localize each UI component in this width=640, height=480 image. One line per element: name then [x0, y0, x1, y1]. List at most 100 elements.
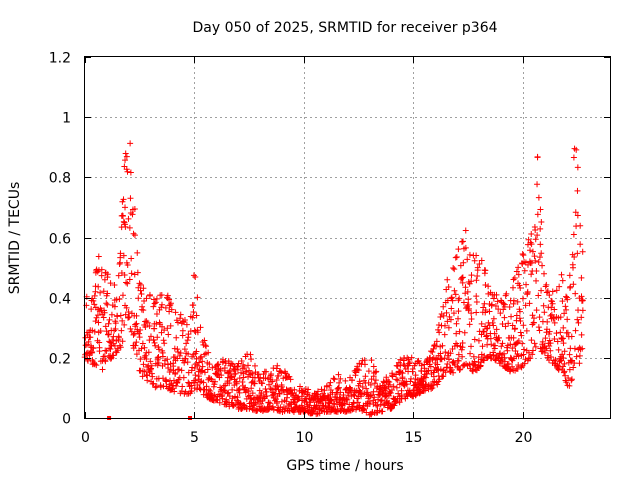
data-point: [561, 368, 568, 375]
data-point: [365, 368, 372, 375]
data-point: [119, 317, 126, 324]
data-point: [454, 342, 461, 349]
data-point: [540, 302, 547, 309]
data-point: [221, 387, 228, 394]
data-point: [124, 168, 131, 175]
data-point: [562, 303, 569, 310]
data-point: [104, 271, 111, 278]
data-point: [517, 317, 524, 324]
data-point: [132, 323, 139, 330]
data-point: [441, 355, 448, 362]
data-point: [126, 224, 133, 231]
data-point: [557, 314, 564, 321]
data-point: [455, 308, 462, 315]
data-point: [119, 212, 126, 219]
data-point: [120, 252, 127, 259]
data-point: [573, 353, 580, 360]
data-point: [154, 334, 161, 341]
data-point: [537, 241, 544, 248]
data-point: [572, 327, 579, 334]
data-point: [174, 355, 181, 362]
data-point: [490, 352, 497, 359]
data-point: [491, 330, 498, 337]
data-point: [440, 303, 447, 310]
data-point: [547, 347, 554, 354]
data-point: [203, 343, 210, 350]
data-point: [192, 372, 199, 379]
data-point: [455, 351, 462, 358]
data-point: [456, 366, 463, 373]
data-point: [371, 380, 378, 387]
data-point: [564, 296, 571, 303]
data-point: [577, 222, 584, 229]
data-point: [197, 324, 204, 331]
data-point: [574, 250, 581, 257]
data-point: [532, 343, 539, 350]
data-point: [231, 393, 238, 400]
data-point: [116, 260, 123, 267]
data-point: [283, 398, 290, 405]
data-point: [161, 327, 168, 334]
data-point: [573, 146, 580, 153]
data-point: [493, 326, 500, 333]
data-point: [385, 378, 392, 385]
data-point: [111, 303, 118, 310]
data-point: [102, 323, 109, 330]
data-point: [157, 384, 164, 391]
data-point: [337, 389, 344, 396]
data-point: [519, 251, 526, 258]
data-point: [153, 311, 160, 318]
data-point: [205, 374, 212, 381]
data-point: [108, 311, 115, 318]
data-point: [480, 356, 487, 363]
data-point: [127, 169, 134, 176]
data-point: [541, 270, 548, 277]
data-point: [350, 400, 357, 407]
data-point: [334, 408, 341, 415]
data-point: [194, 294, 201, 301]
data-point: [549, 288, 556, 295]
data-point: [400, 357, 407, 364]
data-point: [335, 384, 342, 391]
data-point: [334, 385, 341, 392]
data-point: [234, 363, 241, 370]
data-point: [171, 345, 178, 352]
data-point: [225, 389, 232, 396]
data-point: [103, 347, 110, 354]
data-point: [478, 331, 485, 338]
data-point: [167, 366, 174, 373]
data-point: [521, 346, 528, 353]
data-point: [519, 340, 526, 347]
data-point: [474, 264, 481, 271]
data-point: [107, 346, 114, 353]
data-point: [196, 359, 203, 366]
data-point: [578, 293, 585, 300]
data-point: [327, 396, 334, 403]
data-point: [358, 393, 365, 400]
data-point: [148, 362, 155, 369]
data-point: [142, 352, 149, 359]
data-point: [115, 334, 122, 341]
data-point: [445, 324, 452, 331]
data-point: [441, 322, 448, 329]
data-point: [140, 285, 147, 292]
data-point: [181, 346, 188, 353]
data-point: [269, 378, 276, 385]
data-point: [532, 257, 539, 264]
data-point: [91, 361, 98, 368]
data-point: [184, 337, 191, 344]
data-point: [297, 383, 304, 390]
data-point: [331, 376, 338, 383]
data-point: [559, 351, 566, 358]
data-point: [553, 330, 560, 337]
data-point: [204, 366, 211, 373]
data-point: [516, 315, 523, 322]
data-point: [453, 320, 460, 327]
data-point: [373, 368, 380, 375]
data-point: [117, 259, 124, 266]
data-point: [199, 368, 206, 375]
data-point: [521, 360, 528, 367]
data-point: [538, 250, 545, 257]
data-point: [138, 345, 145, 352]
